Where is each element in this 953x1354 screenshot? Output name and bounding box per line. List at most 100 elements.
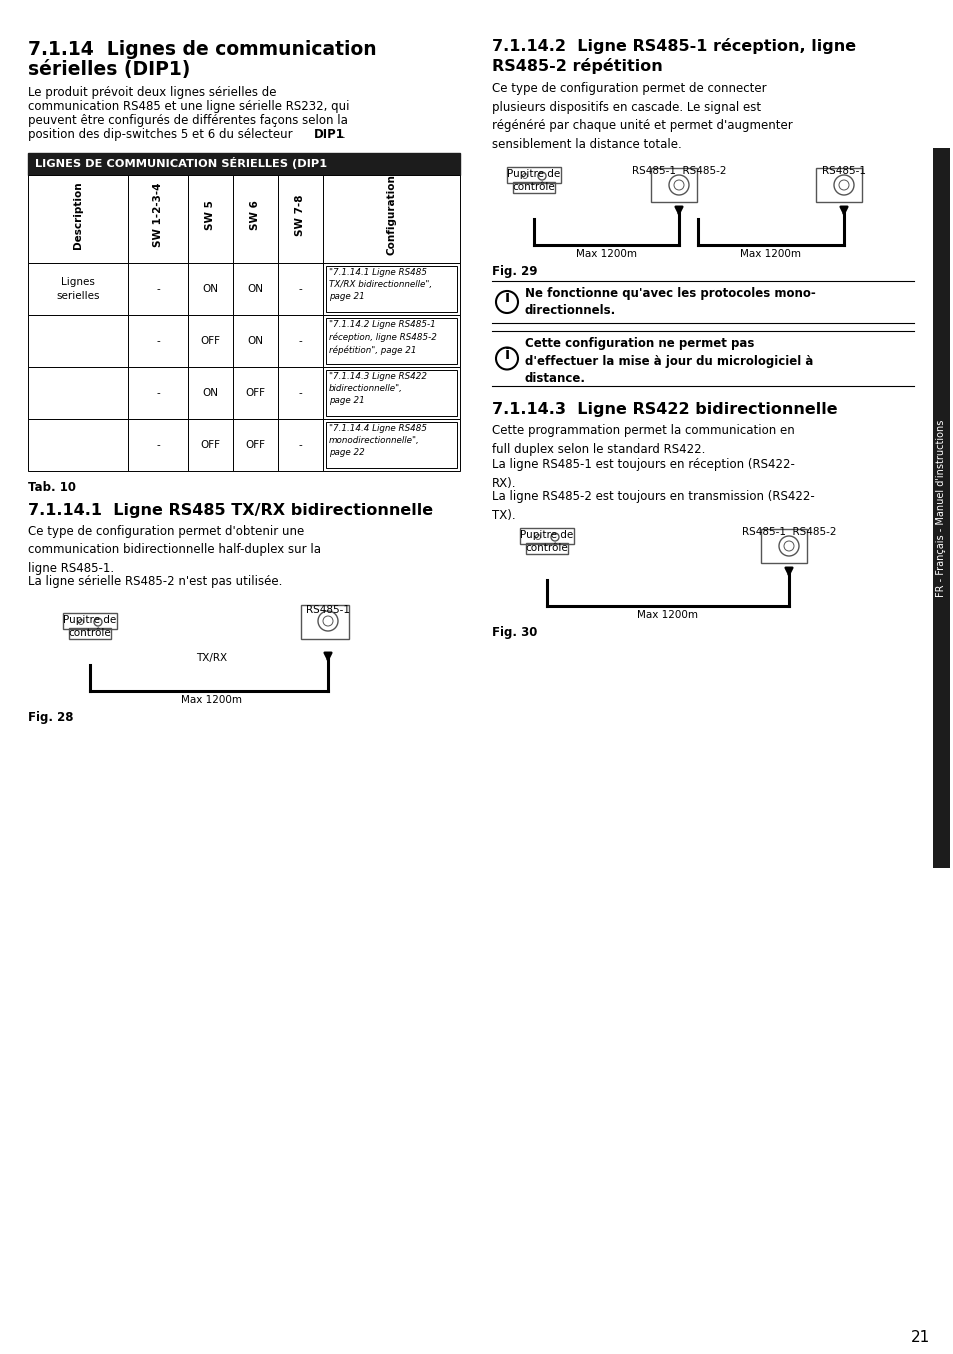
- Text: -: -: [298, 440, 302, 450]
- Bar: [323, 367, 459, 418]
- Bar: [323, 315, 459, 367]
- Bar: [128, 175, 188, 263]
- Text: RS485-1: RS485-1: [306, 605, 350, 615]
- Bar: [815, 168, 862, 202]
- Text: La ligne RS485-2 est toujours en transmission (RS422-
TX).: La ligne RS485-2 est toujours en transmi…: [492, 490, 814, 521]
- Text: Fig. 28: Fig. 28: [28, 711, 73, 724]
- Text: Ne fonctionne qu'avec les protocoles mono-
directionnels.: Ne fonctionne qu'avec les protocoles mon…: [524, 287, 815, 317]
- Text: Lignes
serielles: Lignes serielles: [56, 278, 100, 301]
- Text: "7.1.14.3 Ligne RS422
bidirectionnelle",
page 21: "7.1.14.3 Ligne RS422 bidirectionnelle",…: [329, 372, 427, 405]
- Bar: [277, 175, 323, 263]
- Text: SW 7-8: SW 7-8: [295, 194, 305, 236]
- Text: TX/RX: TX/RX: [195, 653, 227, 663]
- Text: OFF: OFF: [200, 336, 220, 347]
- Text: La ligne RS485-1 est toujours en réception (RS422-
RX).: La ligne RS485-1 est toujours en récepti…: [492, 458, 794, 490]
- Text: -: -: [298, 284, 302, 294]
- Bar: [28, 418, 128, 471]
- Text: SW 6: SW 6: [251, 200, 260, 230]
- Bar: [301, 605, 349, 639]
- Bar: [233, 367, 277, 418]
- Bar: [128, 418, 188, 471]
- Bar: [277, 367, 323, 418]
- Bar: [323, 263, 459, 315]
- Text: "7.1.14.4 Ligne RS485
monodirectionnelle",
page 22: "7.1.14.4 Ligne RS485 monodirectionnelle…: [329, 424, 427, 458]
- Bar: [650, 168, 697, 202]
- Bar: [128, 367, 188, 418]
- Bar: [233, 418, 277, 471]
- Text: Description: Description: [73, 181, 83, 249]
- Text: RS485-1  RS485-2: RS485-1 RS485-2: [741, 527, 836, 538]
- Text: Ce type de configuration permet de connecter
plusieurs dispositifs en cascade. L: Ce type de configuration permet de conne…: [492, 83, 792, 150]
- Bar: [519, 528, 574, 544]
- Bar: [188, 367, 233, 418]
- Bar: [277, 315, 323, 367]
- Bar: [323, 175, 459, 263]
- Text: Le produit prévoit deux lignes sérielles de: Le produit prévoit deux lignes sérielles…: [28, 87, 276, 99]
- Bar: [28, 175, 128, 263]
- Text: LIGNES DE COMMUNICATION SÉRIELLES (DIP1: LIGNES DE COMMUNICATION SÉRIELLES (DIP1: [35, 157, 327, 169]
- Bar: [128, 263, 188, 315]
- Text: position des dip-switches 5 et 6 du sélecteur: position des dip-switches 5 et 6 du séle…: [28, 129, 296, 141]
- Bar: [277, 418, 323, 471]
- Bar: [188, 263, 233, 315]
- Text: ON: ON: [202, 389, 218, 398]
- Text: Pupitre de
contrôle: Pupitre de contrôle: [507, 169, 560, 192]
- Text: Ce type de configuration permet d'obtenir une
communication bidirectionnelle hal: Ce type de configuration permet d'obteni…: [28, 525, 320, 575]
- Text: Max 1200m: Max 1200m: [181, 695, 242, 705]
- Text: RS485-2 répétition: RS485-2 répétition: [492, 58, 662, 74]
- Text: Max 1200m: Max 1200m: [740, 249, 801, 259]
- Bar: [188, 175, 233, 263]
- Text: Pupitre de
contrôle: Pupitre de contrôle: [63, 615, 116, 638]
- Bar: [760, 529, 806, 563]
- Bar: [326, 318, 456, 364]
- Text: 7.1.14.2  Ligne RS485-1 réception, ligne: 7.1.14.2 Ligne RS485-1 réception, ligne: [492, 38, 855, 54]
- Bar: [932, 148, 949, 868]
- Text: i: i: [504, 291, 509, 306]
- Text: SW 5: SW 5: [205, 200, 215, 230]
- Text: Max 1200m: Max 1200m: [576, 249, 637, 259]
- Text: Fig. 29: Fig. 29: [492, 265, 537, 278]
- Text: RS485-1: RS485-1: [821, 167, 865, 176]
- Text: communication RS485 et une ligne sérielle RS232, qui: communication RS485 et une ligne sériell…: [28, 100, 349, 112]
- Text: ON: ON: [247, 336, 263, 347]
- Text: -: -: [156, 440, 160, 450]
- Text: SW 1-2-3-4: SW 1-2-3-4: [152, 183, 163, 248]
- Text: -: -: [298, 389, 302, 398]
- Text: 7.1.14.1  Ligne RS485 TX/RX bidirectionnelle: 7.1.14.1 Ligne RS485 TX/RX bidirectionne…: [28, 502, 433, 519]
- Text: ON: ON: [202, 284, 218, 294]
- Bar: [233, 175, 277, 263]
- Text: Tab. 10: Tab. 10: [28, 481, 76, 494]
- Text: ON: ON: [247, 284, 263, 294]
- Text: -: -: [156, 336, 160, 347]
- Text: Fig. 30: Fig. 30: [492, 626, 537, 639]
- Bar: [28, 263, 128, 315]
- Text: Cette configuration ne permet pas
d'effectuer la mise à jour du micrologiciel à
: Cette configuration ne permet pas d'effe…: [524, 337, 813, 385]
- Text: La ligne sérielle RS485-2 n'est pas utilisée.: La ligne sérielle RS485-2 n'est pas util…: [28, 575, 282, 588]
- Text: "7.1.14.1 Ligne RS485
TX/RX bidirectionnelle",
page 21: "7.1.14.1 Ligne RS485 TX/RX bidirectionn…: [329, 268, 432, 302]
- Text: 7.1.14.3  Ligne RS422 bidirectionnelle: 7.1.14.3 Ligne RS422 bidirectionnelle: [492, 402, 837, 417]
- Bar: [233, 315, 277, 367]
- Text: DIP1: DIP1: [314, 129, 345, 141]
- Bar: [326, 370, 456, 416]
- Bar: [63, 613, 117, 630]
- Text: -: -: [298, 336, 302, 347]
- Bar: [525, 543, 567, 554]
- Text: sérielles (DIP1): sérielles (DIP1): [28, 60, 191, 79]
- Text: RS485-1  RS485-2: RS485-1 RS485-2: [631, 167, 725, 176]
- Bar: [69, 628, 111, 639]
- Text: -: -: [156, 284, 160, 294]
- Bar: [128, 315, 188, 367]
- Bar: [188, 418, 233, 471]
- Bar: [28, 153, 459, 175]
- Text: Cette programmation permet la communication en
full duplex selon le standard RS4: Cette programmation permet la communicat…: [492, 424, 794, 455]
- Text: "7.1.14.2 Ligne RS485-1
réception, ligne RS485-2
répétition", page 21: "7.1.14.2 Ligne RS485-1 réception, ligne…: [329, 320, 436, 355]
- Text: Pupitre de
contrôle: Pupitre de contrôle: [519, 529, 573, 554]
- Bar: [188, 315, 233, 367]
- Text: -: -: [156, 389, 160, 398]
- Bar: [28, 367, 128, 418]
- Bar: [513, 181, 555, 194]
- Bar: [28, 315, 128, 367]
- Text: peuvent être configurés de différentes façons selon la: peuvent être configurés de différentes f…: [28, 114, 348, 127]
- Bar: [326, 422, 456, 468]
- Bar: [233, 263, 277, 315]
